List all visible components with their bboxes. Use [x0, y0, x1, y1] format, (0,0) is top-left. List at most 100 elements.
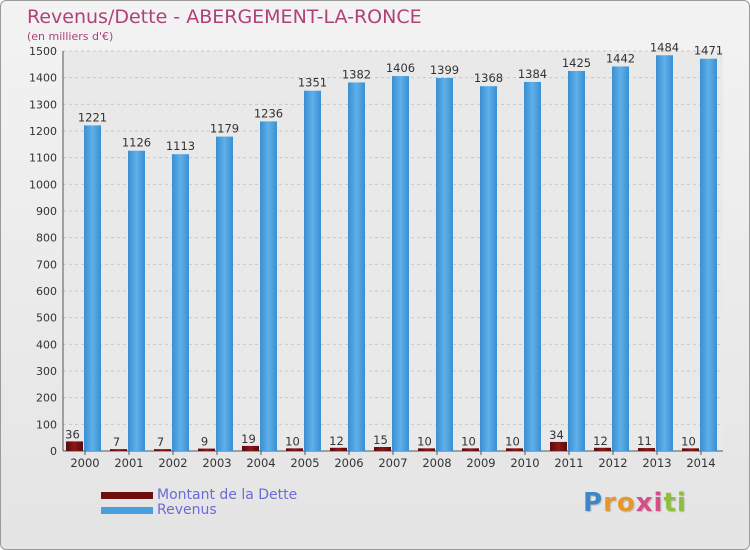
y-tick-label: 1500: [29, 45, 57, 58]
y-tick-label: 100: [36, 418, 57, 431]
x-tick-label-2008: 2008: [422, 456, 451, 470]
bar-dette-2007: [374, 447, 391, 451]
y-tick-label: 800: [36, 232, 57, 245]
legend-swatch-revenus: [101, 506, 153, 514]
label-revenus-2008: 1399: [430, 63, 459, 77]
legend-item-dette: Montant de la Dette: [101, 487, 297, 503]
x-tick-label-2006: 2006: [334, 456, 363, 470]
label-dette-2003: 9: [201, 435, 208, 449]
x-tick-label-2014: 2014: [686, 456, 715, 470]
bar-dette-2002: [154, 449, 171, 451]
label-dette-2005: 10: [285, 434, 300, 448]
x-tick-label-2013: 2013: [642, 456, 671, 470]
bar-revenus-2013: [656, 55, 673, 452]
x-tick-label-2011: 2011: [554, 456, 583, 470]
bar-dette-2009: [462, 448, 479, 451]
label-revenus-2009: 1368: [474, 71, 503, 85]
proxiti-logo: Proxiti: [583, 488, 687, 518]
y-tick-label: 700: [36, 258, 57, 271]
x-tick-label-2000: 2000: [70, 456, 99, 470]
label-revenus-2005: 1351: [298, 76, 327, 90]
bar-dette-2014: [682, 448, 699, 451]
y-tick-label: 1200: [29, 125, 57, 138]
label-dette-2002: 7: [157, 435, 164, 449]
bar-revenus-2003: [216, 136, 233, 451]
bar-revenus-2007: [392, 76, 409, 452]
y-tick-label: 300: [36, 365, 57, 378]
x-tick-label-2003: 2003: [202, 456, 231, 470]
bar-dette-2011: [550, 441, 567, 451]
chart-title: Revenus/Dette - ABERGEMENT-LA-RONCE: [27, 6, 422, 28]
x-tick-label-2005: 2005: [290, 456, 319, 470]
x-tick-label-2007: 2007: [378, 456, 407, 470]
label-dette-2010: 10: [505, 434, 520, 448]
y-tick-label: 200: [36, 392, 57, 405]
logo-letter: o: [616, 488, 636, 518]
bar-dette-2000: [66, 441, 83, 451]
label-dette-2000: 36: [65, 427, 80, 441]
label-revenus-2006: 1382: [342, 67, 371, 81]
label-revenus-2001: 1126: [122, 136, 151, 150]
bar-dette-2013: [638, 448, 655, 451]
bar-dette-2010: [506, 448, 523, 451]
y-tick-label: 600: [36, 285, 57, 298]
x-tick-label-2012: 2012: [598, 456, 627, 470]
logo-letter: x: [635, 488, 654, 518]
legend-item-revenus: Revenus: [101, 502, 217, 518]
logo-letter: t: [663, 488, 677, 518]
logo-letter: i: [676, 488, 687, 518]
label-revenus-2010: 1384: [518, 67, 547, 81]
y-tick-label: 900: [36, 205, 57, 218]
y-tick-label: 1100: [29, 152, 57, 165]
bar-dette-2004: [242, 445, 259, 451]
y-tick-label: 400: [36, 338, 57, 351]
label-revenus-2014: 1471: [694, 44, 723, 58]
label-revenus-2011: 1425: [562, 56, 591, 70]
y-tick-label: 0: [50, 445, 57, 458]
bar-revenus-2009: [480, 86, 497, 451]
x-tick-label-2004: 2004: [246, 456, 275, 470]
label-revenus-2013: 1484: [650, 40, 679, 54]
x-tick-label-2002: 2002: [158, 456, 187, 470]
label-revenus-2003: 1179: [210, 122, 239, 136]
bar-revenus-2008: [436, 77, 453, 451]
label-revenus-2012: 1442: [606, 51, 635, 65]
bar-dette-2006: [330, 447, 347, 451]
label-revenus-2004: 1236: [254, 106, 283, 120]
logo-letter: P: [583, 488, 604, 518]
bar-revenus-2010: [524, 81, 541, 451]
bar-dette-2012: [594, 447, 611, 451]
bar-revenus-2014: [700, 58, 717, 451]
y-tick-label: 1000: [29, 178, 57, 191]
bar-revenus-2001: [128, 150, 145, 451]
label-dette-2006: 12: [329, 434, 344, 448]
legend-label-revenus: Revenus: [157, 502, 217, 518]
bar-revenus-2005: [304, 90, 321, 451]
bar-revenus-2000: [84, 125, 101, 452]
x-tick-label-2009: 2009: [466, 456, 495, 470]
bar-dette-2001: [110, 449, 127, 451]
bar-revenus-2006: [348, 82, 365, 451]
label-revenus-2000: 1221: [78, 110, 107, 124]
logo-letter: i: [653, 488, 664, 518]
bar-revenus-2011: [568, 71, 585, 451]
bar-dette-2008: [418, 448, 435, 451]
label-revenus-2007: 1406: [386, 61, 415, 75]
y-tick-label: 1300: [29, 98, 57, 111]
bar-dette-2003: [198, 448, 215, 451]
logo-letter: r: [603, 488, 617, 518]
y-tick-label: 1400: [29, 72, 57, 85]
label-dette-2008: 10: [417, 434, 432, 448]
legend-label-dette: Montant de la Dette: [157, 487, 298, 503]
y-tick-label: 500: [36, 312, 57, 325]
bar-revenus-2002: [172, 154, 189, 451]
x-tick-label-2010: 2010: [510, 456, 539, 470]
bar-revenus-2004: [260, 121, 277, 452]
chart-subtitle: (en milliers d'€): [27, 30, 114, 43]
bar-dette-2005: [286, 448, 303, 451]
label-dette-2011: 34: [549, 428, 564, 442]
label-revenus-2002: 1113: [166, 139, 195, 153]
bar-revenus-2012: [612, 66, 629, 451]
